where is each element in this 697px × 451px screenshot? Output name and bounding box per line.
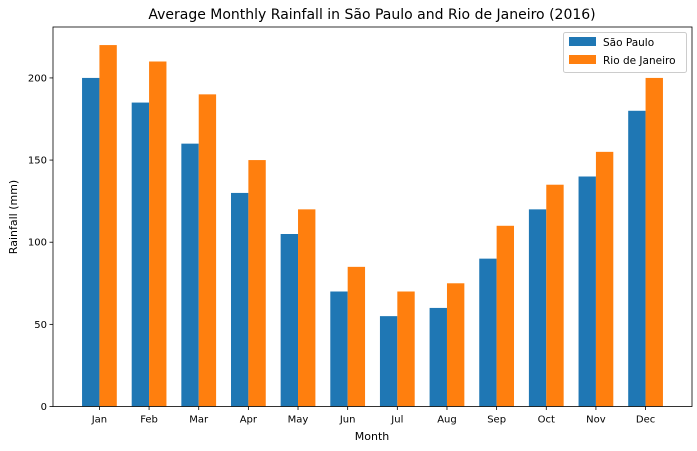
legend: São Paulo Rio de Janeiro [563,32,687,73]
x-tick-label: Nov [586,415,606,426]
bar-rio-de-janeiro-apr [248,160,266,407]
bar-sao-paulo-sep [479,258,497,407]
legend-label: São Paulo [603,37,654,49]
bar-sao-paulo-jul [379,316,398,407]
bar-rio-de-janeiro-nov [595,151,614,407]
bar-rio-de-janeiro-may [298,209,316,407]
x-tick-label: May [288,415,309,426]
x-tick-label: Apr [240,415,258,426]
x-tick-label: Aug [437,415,457,426]
x-tick-label: Jan [91,415,107,426]
x-tick-label: Oct [538,415,555,426]
legend-label: Rio de Janeiro [603,55,676,67]
bar-sao-paulo-dec [628,110,646,407]
y-tick-label: 100 [28,238,47,249]
bar-rio-de-janeiro-oct [546,184,564,407]
x-tick-label: Feb [140,415,158,426]
legend-swatch [569,37,596,46]
bar-rio-de-janeiro-jun [347,266,366,407]
bar-sao-paulo-nov [578,176,596,407]
y-tick-label: 200 [28,73,47,84]
bar-rio-de-janeiro-jul [397,291,415,407]
bar-sao-paulo-mar [181,143,199,407]
bar-rio-de-janeiro-dec [645,77,663,407]
x-tick-label: Mar [189,415,209,426]
y-axis-label: Rainfall (mm) [7,180,20,254]
legend-swatch [569,55,596,64]
x-tick-label: Dec [636,415,655,426]
x-axis-label: Month [355,430,390,443]
bar-sao-paulo-may [280,234,299,407]
x-tick-label: Sep [487,415,506,426]
y-tick-label: 150 [28,156,47,167]
bar-sao-paulo-feb [131,102,150,407]
x-tick-label: Jun [339,415,356,426]
x-tick-label: Jul [390,415,403,426]
bar-sao-paulo-oct [528,209,547,407]
bar-rio-de-janeiro-aug [446,283,465,407]
y-tick-label: 50 [34,320,47,331]
bar-sao-paulo-apr [230,192,249,407]
bar-rio-de-janeiro-mar [198,94,217,407]
bar-rio-de-janeiro-sep [496,225,515,407]
plot-frame [52,26,693,407]
y-tick-label: 0 [41,402,47,413]
chart-title: Average Monthly Rainfall in São Paulo an… [148,7,595,23]
bar-sao-paulo-jan [82,77,100,407]
bar-rio-de-janeiro-jan [99,45,117,407]
bar-sao-paulo-jun [330,291,348,407]
bar-sao-paulo-aug [429,307,447,407]
bar-rio-de-janeiro-feb [149,61,167,407]
